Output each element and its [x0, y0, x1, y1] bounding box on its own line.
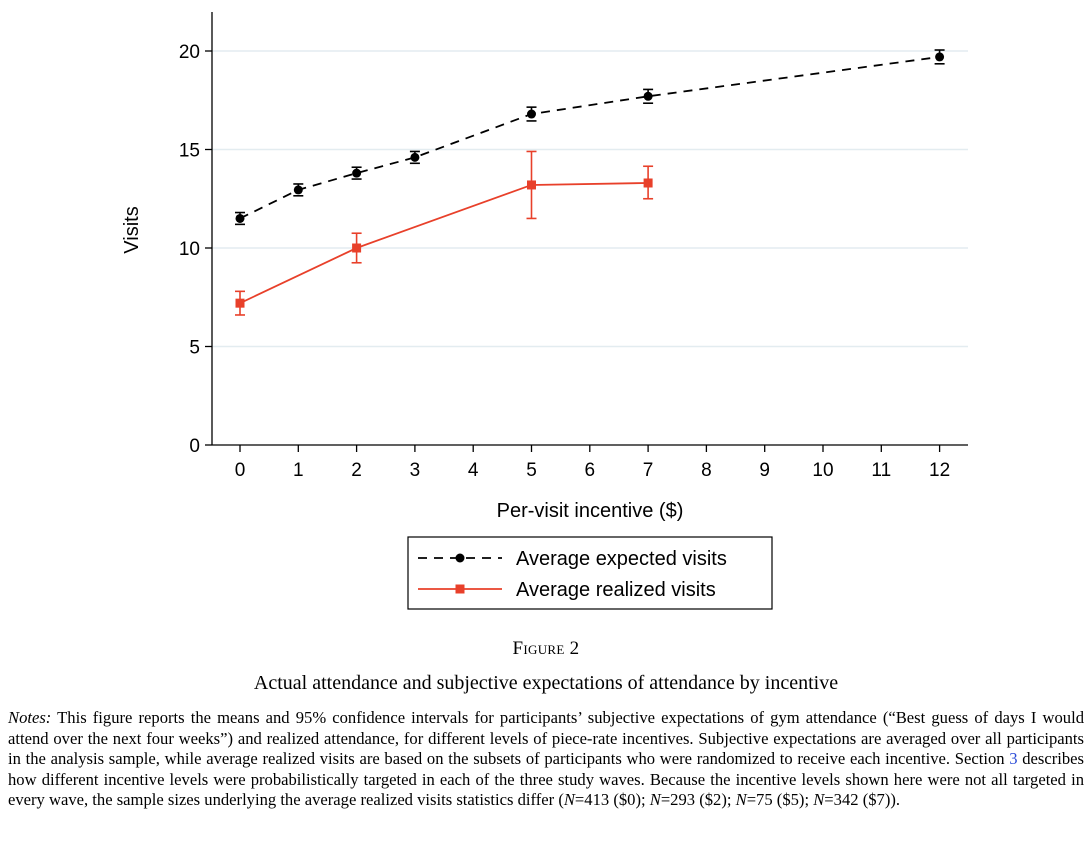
x-tick-label-9: 9	[759, 460, 770, 481]
y-tick-label-5: 5	[189, 338, 200, 359]
realized-point-0	[235, 298, 245, 308]
sample-size-2: =293 ($2);	[660, 790, 736, 809]
legend-box	[407, 536, 773, 610]
y-tick-label-20: 20	[179, 42, 200, 63]
expected-point-7	[643, 91, 653, 101]
n-symbol-3: N	[735, 790, 747, 809]
y-tick-label-0: 0	[189, 436, 200, 457]
legend-marker-expected	[455, 553, 465, 563]
expected-line	[239, 56, 940, 220]
notes-text-1: This figure reports the means and 95% co…	[8, 708, 1084, 768]
x-tick-label-5: 5	[526, 460, 537, 481]
notes-text-2: describes how different incentive levels…	[8, 749, 1084, 809]
expected-point-2	[352, 168, 362, 178]
n-symbol-2: N	[649, 790, 661, 809]
x-tick-label-11: 11	[871, 460, 891, 481]
x-tick-label-3: 3	[410, 460, 421, 481]
y-tick-label-15: 15	[179, 141, 200, 162]
notes-label: Notes:	[8, 708, 52, 727]
legend-marker-realized	[455, 584, 465, 594]
legend-label-expected: Average expected visits	[516, 548, 727, 570]
x-axis-label: Per-visit incentive ($)	[497, 500, 684, 522]
expected-point-12	[935, 52, 945, 62]
sample-size-1: =413 ($0);	[574, 790, 650, 809]
figure-label: Figure 2	[512, 638, 580, 659]
expected-point-5	[527, 109, 536, 119]
x-tick-label-0: 0	[235, 460, 246, 481]
sample-size-4: =342 ($7)).	[824, 790, 901, 809]
expected-point-3	[410, 152, 420, 162]
x-tick-label-4: 4	[468, 460, 479, 481]
x-tick-label-10: 10	[812, 460, 833, 481]
series-layer	[235, 49, 945, 316]
y-axis-label: Visits	[121, 206, 143, 253]
expected-point-1	[293, 185, 303, 195]
realized-line	[239, 182, 649, 304]
legend: Average expected visits Average realized …	[407, 536, 773, 610]
x-tick-label-6: 6	[585, 460, 596, 481]
figure-title: Actual attendance and subjective expecta…	[253, 672, 839, 694]
sample-size-3: =75 ($5);	[746, 790, 814, 809]
legend-label-realized: Average realized visits	[516, 579, 716, 601]
figure-notes: Notes: This figure reports the means and…	[8, 708, 1084, 811]
x-tick-label-12: 12	[929, 460, 950, 481]
expected-point-0	[235, 213, 245, 223]
n-symbol-1: N	[563, 790, 575, 809]
gridlines	[212, 50, 968, 348]
n-symbol-4: N	[813, 790, 825, 809]
x-tick-label-2: 2	[351, 460, 362, 481]
x-tick-label-8: 8	[701, 460, 712, 481]
y-tick-label-10: 10	[179, 239, 200, 260]
realized-point-7	[643, 178, 653, 188]
x-tick-label-1: 1	[293, 460, 304, 481]
realized-point-5	[527, 180, 536, 190]
x-tick-label-7: 7	[643, 460, 654, 481]
realized-point-2	[352, 243, 362, 253]
section-reference-link[interactable]: 3	[1009, 749, 1018, 768]
